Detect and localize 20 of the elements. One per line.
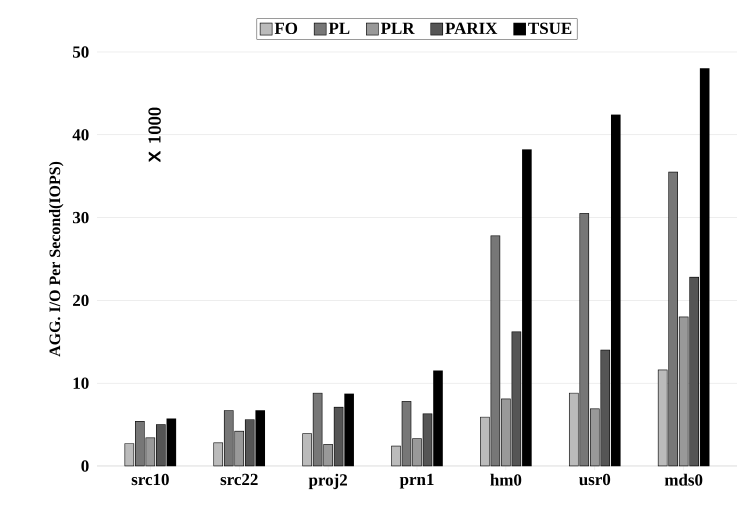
y-tick-label: 20 [73,294,89,306]
y-tick-label: 40 [72,129,89,141]
y-tick-label: 30 [72,212,89,224]
annotation: X 1000 [148,108,161,162]
x-tick-label: prn1 [400,474,434,489]
y-tick-label: 0 [81,460,89,472]
y-tick-label: 10 [74,377,89,389]
x-tick-label: usr0 [579,474,610,486]
legend-label: TSUE [528,22,572,34]
x-tick-label: src22 [220,474,258,486]
x-tick-label: proj2 [308,474,347,490]
legend-label: PARIX [445,22,498,34]
x-tick-label: mds0 [664,474,702,486]
x-tick-label: hm0 [490,474,522,486]
y-axis-title: AGG. I/O Per Second(IOPS) [49,162,64,357]
x-tick-label: src10 [132,474,169,486]
y-tick-label: 50 [72,46,89,58]
legend-label: PLR [380,22,415,34]
legend-label: FO [274,22,298,34]
legend-label: PL [328,22,350,34]
